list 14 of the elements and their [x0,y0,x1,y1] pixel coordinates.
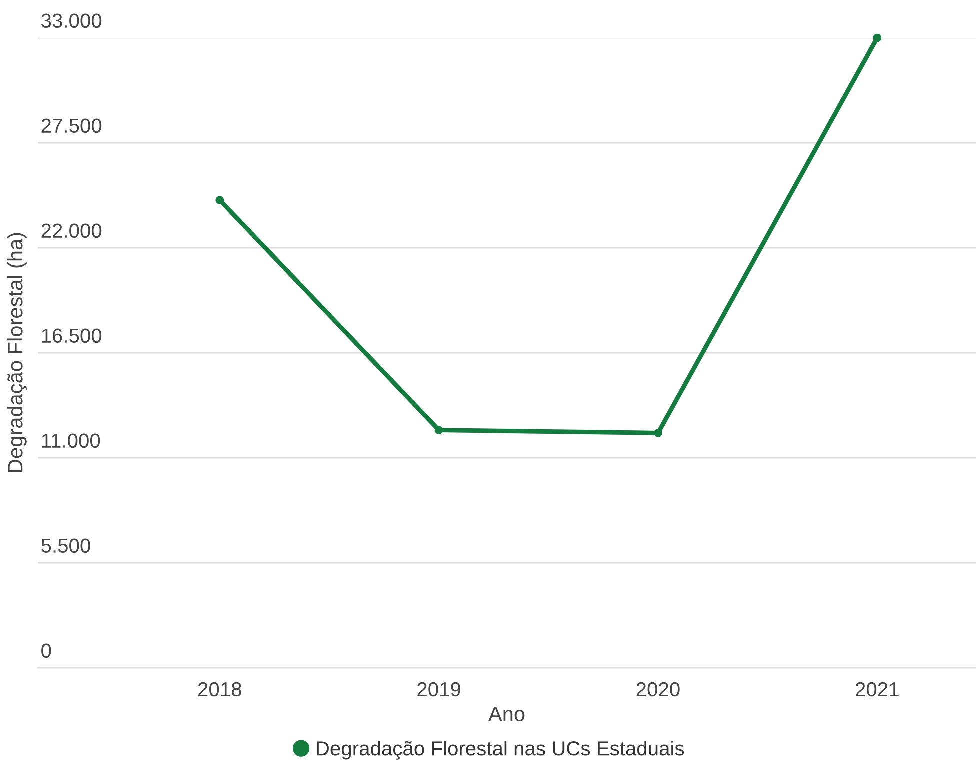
x-tick-label: 2020 [636,682,680,697]
y-tick-label: 11.000 [42,434,100,448]
y-tick-label: 33.000 [42,14,102,28]
y-tick-label: 27.500 [42,118,102,134]
x-axis-title: Ano [488,706,525,722]
y-axis-title: Degradação Florestal (ha) [7,233,27,472]
legend-label: Degradação Florestal nas UCs Estaduais [317,741,684,760]
x-tick-label: 2021 [856,682,899,697]
y-tick-label: 0 [42,644,52,658]
x-tick-label: 2019 [418,682,461,697]
x-tick-label: 2018 [198,682,242,697]
y-tick-label: 22.000 [42,224,102,238]
y-tick-label: 16.500 [42,328,102,344]
y-tick-label: 5.500 [42,538,90,554]
